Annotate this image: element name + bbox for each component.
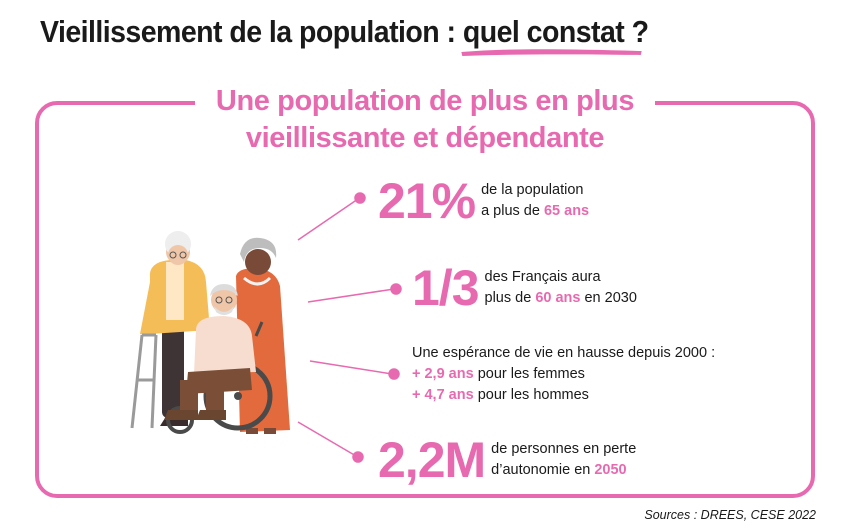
stat-text: plus de	[484, 290, 536, 306]
title-highlight: quel constat	[461, 14, 642, 56]
stat-text: pour les hommes	[473, 387, 589, 403]
subtitle: Une population de plus en plus vieilliss…	[195, 83, 655, 157]
title-highlight-text: quel constat	[462, 14, 625, 49]
stat-description: Une espérance de vie en hausse depuis 20…	[412, 343, 715, 406]
stat-value: 2,2M	[378, 432, 486, 488]
brush-underline	[461, 49, 642, 56]
stat-life-expectancy: Une espérance de vie en hausse depuis 20…	[412, 343, 715, 406]
subtitle-line-1: Une population de plus en plus	[215, 85, 635, 117]
stat-value: 1/3	[412, 260, 480, 316]
stat-text: a plus de	[481, 203, 544, 219]
stat-line: a plus de 65 ans	[481, 201, 589, 222]
stat-dependency-2050: 2,2M de personnes en perte d’autonomie e…	[378, 435, 636, 485]
stat-french-60: 1/3 des Français aura plus de 60 ans en …	[412, 263, 637, 313]
stat-highlight: + 4,7 ans	[412, 387, 474, 403]
stat-text: pour les femmes	[473, 366, 585, 382]
stat-text: en 2030	[580, 290, 637, 306]
subtitle-line-2: vieillissante et dépendante	[245, 122, 605, 154]
title-question: ?	[624, 14, 649, 49]
stat-highlight: + 2,9 ans	[412, 366, 474, 382]
stat-line: de la population	[481, 182, 584, 198]
woman-in-orange-dress	[236, 237, 290, 434]
page-title: Vieillissement de la population : quel c…	[40, 14, 649, 56]
stat-description: de la population a plus de 65 ans	[481, 180, 589, 222]
stat-line: + 2,9 ans pour les femmes	[412, 364, 715, 385]
title-text: Vieillissement de la population :	[40, 14, 463, 49]
woman-with-walker	[130, 231, 210, 429]
stat-line: Une espérance de vie en hausse depuis 20…	[412, 345, 716, 361]
stat-description: de personnes en perte d’autonomie en 205…	[491, 439, 636, 481]
stat-value: 21%	[378, 173, 476, 229]
stat-highlight: 65 ans	[543, 203, 590, 219]
stat-line: d’autonomie en 2050	[491, 460, 636, 481]
stat-description: des Français aura plus de 60 ans en 2030	[485, 267, 637, 309]
stat-line: + 4,7 ans pour les hommes	[412, 385, 715, 406]
stat-line: plus de 60 ans en 2030	[485, 288, 637, 309]
connector-lines	[297, 192, 402, 463]
stat-text: d’autonomie en	[491, 462, 595, 478]
stat-highlight: 2050	[594, 462, 627, 478]
man-in-wheelchair	[164, 284, 273, 434]
sources-note: Sources : DREES, CESE 2022	[644, 508, 816, 522]
stat-highlight: 60 ans	[535, 290, 581, 306]
stat-population-65: 21% de la population a plus de 65 ans	[378, 176, 589, 226]
stat-line: de personnes en perte	[491, 441, 637, 457]
stat-line: des Français aura	[484, 269, 601, 285]
